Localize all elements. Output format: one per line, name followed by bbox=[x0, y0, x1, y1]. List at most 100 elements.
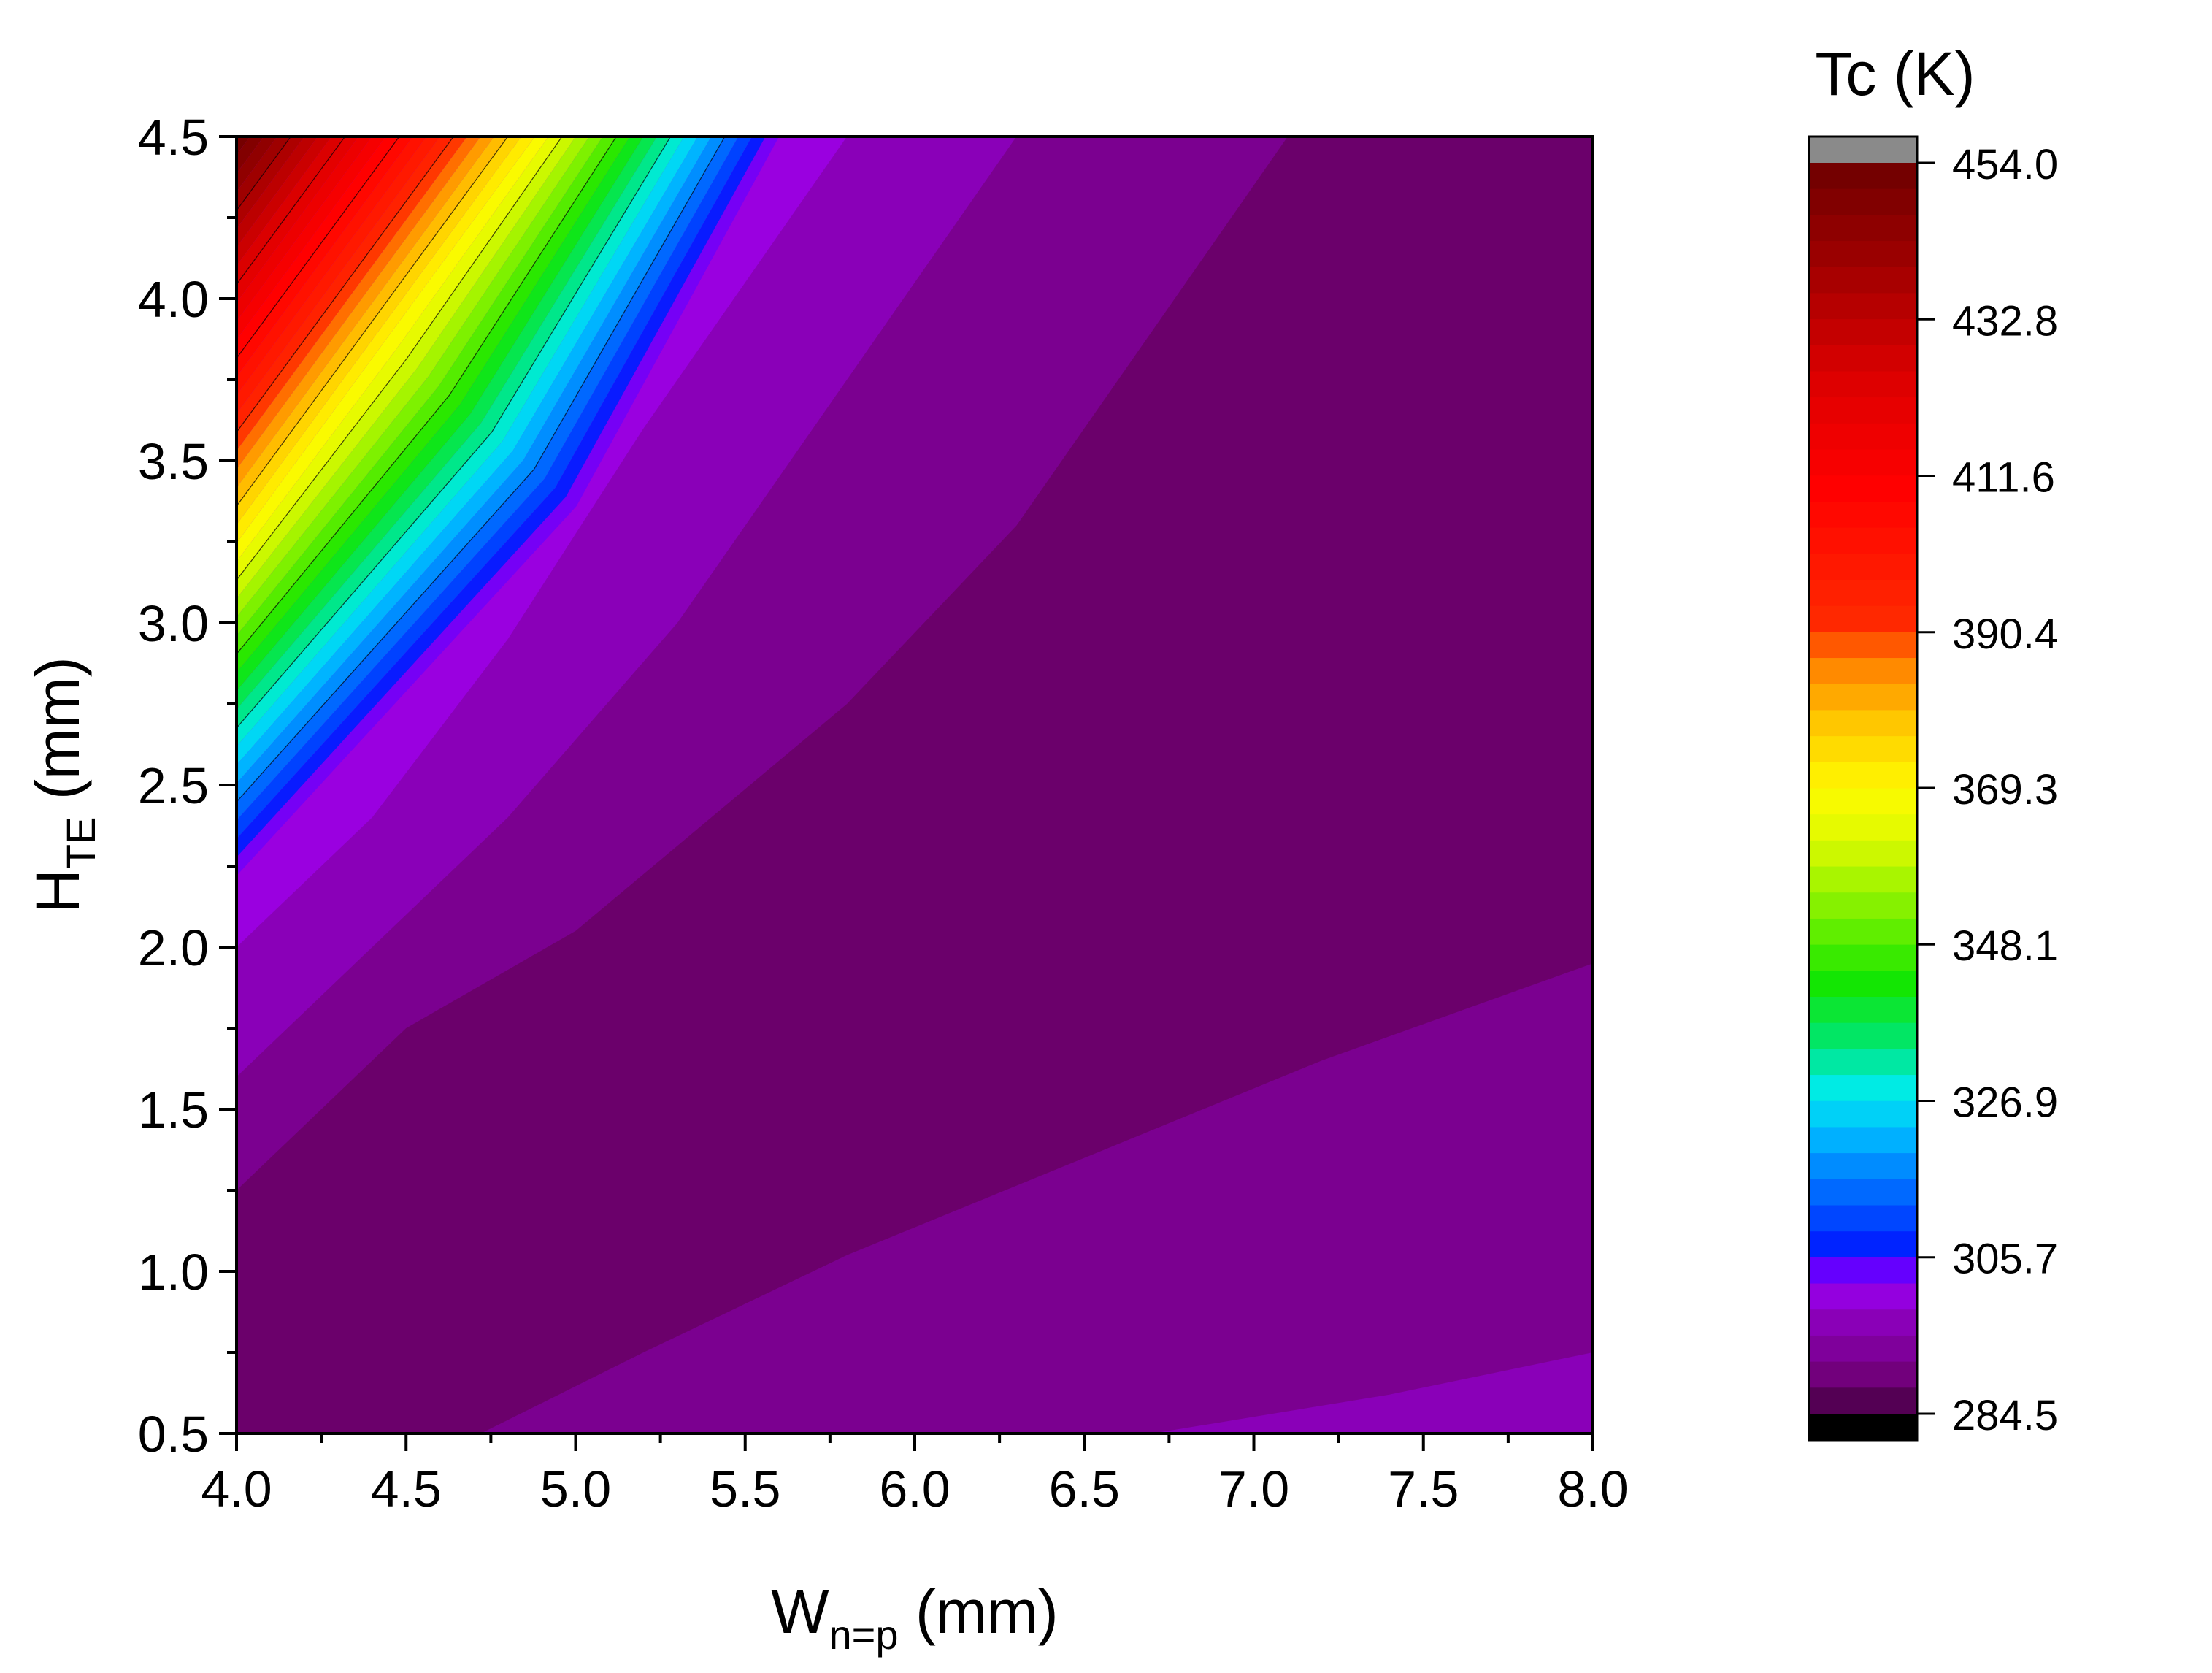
contour-line bbox=[237, 137, 617, 655]
band-rainbow-strip bbox=[237, 137, 753, 839]
colorbar-swatch bbox=[1809, 501, 1917, 529]
x-tick-label: 8.0 bbox=[1557, 1460, 1628, 1517]
colorbar-swatch bbox=[1809, 554, 1917, 581]
contour-line bbox=[237, 137, 563, 581]
y-tick-label: 3.0 bbox=[138, 595, 209, 652]
colorbar-swatch bbox=[1809, 736, 1917, 763]
colorbar-swatch bbox=[1809, 449, 1917, 476]
x-axis-label-main: W bbox=[771, 1577, 829, 1646]
colorbar-title: Tc (K) bbox=[1815, 39, 1975, 108]
band-lower-violet bbox=[1152, 1352, 1593, 1433]
band-rainbow-strip bbox=[237, 137, 603, 636]
x-axis-label: Wn=p (mm) bbox=[771, 1577, 1059, 1658]
colorbar-swatch bbox=[1809, 371, 1917, 398]
colorbar-swatch bbox=[1809, 1205, 1917, 1232]
band-rainbow-strip bbox=[237, 137, 617, 654]
colorbar-swatch bbox=[1809, 267, 1917, 294]
band-rainbow-strip bbox=[237, 137, 657, 710]
y-tick-label: 1.0 bbox=[138, 1244, 209, 1301]
band-rainbow-strip bbox=[237, 137, 766, 858]
x-tick-label: 5.0 bbox=[540, 1460, 611, 1517]
colorbar-tick-label: 305.7 bbox=[1952, 1236, 2058, 1283]
colorbar-swatch bbox=[1809, 658, 1917, 685]
x-axis-ticks: 4.0 4.5 5.0 5.5 6.0 6.5 7.0 7.5 8.0 bbox=[201, 1433, 1629, 1517]
contour-bands bbox=[237, 137, 1593, 1433]
y-tick-label: 0.5 bbox=[138, 1406, 209, 1463]
colorbar-swatch bbox=[1809, 866, 1917, 893]
band-rainbow-strip bbox=[237, 137, 725, 803]
band-rainbow-strip bbox=[237, 137, 562, 581]
colorbar-swatch bbox=[1809, 684, 1917, 711]
band-rainbow-strip bbox=[237, 137, 685, 747]
band-rainbow-strip bbox=[237, 137, 576, 599]
x-tick-label: 6.0 bbox=[879, 1460, 950, 1517]
contour-line bbox=[237, 137, 726, 803]
colorbar-underflow-swatch bbox=[1809, 1414, 1917, 1440]
colorbar-swatch bbox=[1809, 1257, 1917, 1285]
colorbar-swatch bbox=[1809, 1153, 1917, 1180]
contour-line bbox=[237, 137, 509, 507]
colorbar-tick-label: 390.4 bbox=[1952, 610, 2058, 658]
colorbar-swatch bbox=[1809, 1283, 1917, 1310]
colorbar-swatch bbox=[1809, 762, 1917, 789]
colorbar-swatch bbox=[1809, 1022, 1917, 1049]
colorbar-swatch bbox=[1809, 710, 1917, 737]
band-rainbow-strip bbox=[237, 137, 739, 821]
colorbar-swatch bbox=[1809, 1075, 1917, 1102]
x-tick-label: 6.5 bbox=[1049, 1460, 1120, 1517]
y-tick-label: 3.5 bbox=[138, 433, 209, 490]
band-rainbow-strip bbox=[237, 137, 250, 156]
colorbar-swatch bbox=[1809, 397, 1917, 424]
y-axis-ticks: 0.5 1.0 1.5 2.0 2.5 3.0 3.5 4.0 4.5 bbox=[138, 109, 237, 1463]
band-rainbow-strip bbox=[237, 137, 671, 728]
colorbar-tick-label: 348.1 bbox=[1952, 922, 2058, 970]
colorbar-swatch bbox=[1809, 944, 1917, 971]
colorbar-swatch bbox=[1809, 1387, 1917, 1414]
y-tick-label: 4.5 bbox=[138, 109, 209, 166]
contour-line bbox=[237, 137, 400, 359]
band-rainbow-strip bbox=[237, 137, 264, 174]
colorbar-swatch bbox=[1809, 188, 1917, 215]
colorbar-tick-label: 284.5 bbox=[1952, 1392, 2058, 1439]
x-axis-label-unit: (mm) bbox=[899, 1577, 1059, 1646]
y-tick-label: 2.0 bbox=[138, 919, 209, 976]
x-tick-label: 4.0 bbox=[201, 1460, 272, 1517]
colorbar-tick-label: 411.6 bbox=[1952, 454, 2055, 502]
colorbar-swatch bbox=[1809, 1335, 1917, 1363]
y-axis-label-main: H bbox=[23, 869, 92, 914]
y-axis-label-sub: TE bbox=[58, 817, 104, 870]
x-axis-label-sub: n=p bbox=[829, 1612, 899, 1658]
colorbar-swatch bbox=[1809, 1049, 1917, 1076]
contour-line bbox=[237, 137, 672, 729]
colorbar-tick-label: 454.0 bbox=[1952, 141, 2058, 188]
x-tick-label: 5.5 bbox=[710, 1460, 780, 1517]
band-rainbow-strip bbox=[237, 137, 644, 692]
x-tick-label: 7.0 bbox=[1218, 1460, 1289, 1517]
y-tick-label: 1.5 bbox=[138, 1081, 209, 1138]
colorbar-swatch bbox=[1809, 163, 1917, 190]
contour-line bbox=[237, 137, 346, 285]
colorbar-tick-label: 326.9 bbox=[1952, 1079, 2058, 1126]
contour-line bbox=[237, 137, 454, 433]
colorbar-swatch bbox=[1809, 580, 1917, 607]
colorbar-swatch bbox=[1809, 1361, 1917, 1388]
colorbar-swatch bbox=[1809, 997, 1917, 1024]
colorbar-swatch bbox=[1809, 918, 1917, 946]
colorbar-swatch bbox=[1809, 1179, 1917, 1206]
colorbar-swatch bbox=[1809, 215, 1917, 242]
contour-line bbox=[237, 137, 291, 211]
colorbar-swatch bbox=[1809, 605, 1917, 632]
band-rainbow-strip bbox=[237, 137, 712, 784]
y-tick-label: 4.0 bbox=[138, 271, 209, 328]
colorbar-swatch bbox=[1809, 971, 1917, 998]
colorbar-swatch bbox=[1809, 1309, 1917, 1336]
colorbar-swatch bbox=[1809, 1127, 1917, 1154]
colorbar-swatch bbox=[1809, 423, 1917, 451]
y-axis-label: HTE (mm) bbox=[23, 656, 104, 913]
band-rainbow-strip bbox=[237, 137, 630, 673]
band-lower-purple bbox=[480, 963, 1593, 1433]
colorbar-ticks: 454.0 432.8 411.6 390.4 369.3 348.1 326.9 305.7… bbox=[1917, 141, 2058, 1439]
colorbar-swatch bbox=[1809, 840, 1917, 868]
x-tick-label: 7.5 bbox=[1388, 1460, 1459, 1517]
